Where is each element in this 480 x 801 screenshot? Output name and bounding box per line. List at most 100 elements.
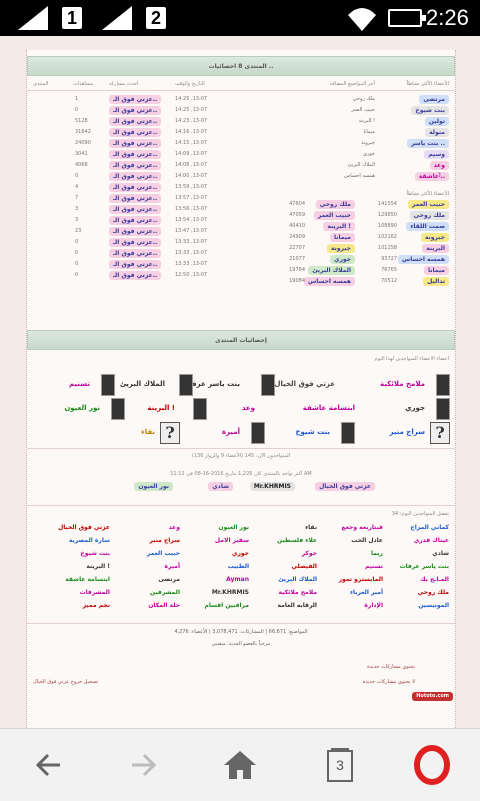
list-item[interactable]: بنت شيوخ xyxy=(411,106,449,115)
online-user[interactable]: شادي xyxy=(208,482,233,491)
today-user[interactable]: فيتاربعه وجعع xyxy=(341,524,383,531)
reply-user[interactable]: عزتي فوق الـ.. xyxy=(109,216,162,225)
avatar[interactable]: ? xyxy=(430,422,450,444)
avatar[interactable] xyxy=(111,398,125,420)
reply-user[interactable]: عزتي فوق الـ.. xyxy=(109,106,162,115)
today-user[interactable]: مرتضى xyxy=(158,576,180,583)
list-item[interactable]: وعد xyxy=(429,161,449,170)
today-user[interactable]: المـاـج بك xyxy=(420,576,449,583)
topic-link[interactable]: البرينة ! xyxy=(358,118,375,124)
forward-arrow-icon[interactable] xyxy=(124,745,164,785)
today-user[interactable]: الفيصلي xyxy=(291,563,317,570)
reply-user[interactable]: عزتي فوق الـ.. xyxy=(109,117,162,126)
list-item[interactable]: ميمانا xyxy=(424,266,449,275)
reply-user[interactable]: عزتي فوق الـ.. xyxy=(109,128,162,137)
today-user[interactable]: الموتيسين xyxy=(418,602,449,609)
member-link[interactable]: بنت شيوخ xyxy=(295,428,330,436)
today-user[interactable]: مراقبين اقسام xyxy=(204,602,249,609)
today-user[interactable]: الإدارة xyxy=(364,602,383,609)
avatar[interactable] xyxy=(193,398,207,420)
today-user[interactable]: الملاك البريئ xyxy=(278,576,317,583)
reply-user[interactable]: عزتي فوق الـ.. xyxy=(109,161,162,170)
avatar[interactable] xyxy=(101,374,115,396)
today-user[interactable]: ريما xyxy=(371,550,383,557)
list-item[interactable]: الملاك البريئ xyxy=(308,266,355,275)
today-user[interactable]: سفير الامل xyxy=(214,537,249,544)
reply-user[interactable]: عزتي فوق الـ.. xyxy=(109,172,162,181)
today-user[interactable]: المشرفين xyxy=(150,589,180,596)
reply-user[interactable]: عزتي فوق الـ.. xyxy=(109,205,162,214)
today-user[interactable]: نقاء xyxy=(305,524,317,531)
today-user[interactable]: شادي xyxy=(432,550,449,557)
today-user[interactable]: بنت شيوخ xyxy=(80,550,110,557)
list-item[interactable]: حبيب العمر xyxy=(407,200,449,209)
list-item[interactable]: ميمانا xyxy=(330,233,355,242)
list-item[interactable]: جيرونة xyxy=(326,244,355,253)
today-user[interactable]: وعد xyxy=(168,524,180,531)
member-link[interactable]: بنت ياسر عرفات xyxy=(182,380,240,388)
today-user[interactable]: أمير الغرباء xyxy=(349,589,383,596)
avatar[interactable] xyxy=(261,374,275,396)
list-item[interactable]: منولة xyxy=(425,128,449,137)
member-link[interactable]: أميرة xyxy=(221,428,240,436)
member-link[interactable]: البرينة ! xyxy=(147,404,175,412)
list-item[interactable]: تولين xyxy=(424,117,449,126)
tabs-button[interactable]: 3 xyxy=(320,745,360,785)
reply-user[interactable]: عزتي فوق الـ.. xyxy=(109,238,162,247)
today-user[interactable]: ملامح ملائكية xyxy=(278,589,318,596)
today-user[interactable]: بنت ياسر عرفات xyxy=(399,563,449,570)
web-page[interactable]: المنتدى 8 احصائيات .. الأعضاء الأكثر نشا… xyxy=(0,36,480,728)
reply-user[interactable]: عزتي فوق الـ.. xyxy=(109,183,162,192)
back-arrow-icon[interactable] xyxy=(28,745,68,785)
today-user[interactable]: عزتي فوق الخيال xyxy=(58,524,110,531)
reply-user[interactable]: عزتي فوق الـ.. xyxy=(109,150,162,159)
today-user[interactable]: سارة المصرية xyxy=(68,537,110,544)
reply-user[interactable]: عزتي فوق الـ.. xyxy=(109,227,162,236)
reply-user[interactable]: عزتي فوق الـ.. xyxy=(109,95,162,104)
member-link[interactable]: وعد xyxy=(241,404,255,412)
list-item[interactable]: جيرونة xyxy=(420,233,449,242)
today-user[interactable]: جوكر xyxy=(301,550,317,557)
member-link[interactable]: جوري xyxy=(405,404,425,412)
online-user[interactable]: نور العيون xyxy=(134,482,173,491)
avatar[interactable] xyxy=(436,398,450,420)
opera-icon[interactable] xyxy=(412,745,452,785)
today-user[interactable]: سراج منير xyxy=(149,537,180,544)
today-user[interactable]: نور العيون xyxy=(218,524,249,531)
topic-link[interactable]: همسه احساس xyxy=(344,173,375,179)
list-item[interactable]: ملك روحي xyxy=(409,211,449,220)
avatar[interactable]: ? xyxy=(160,422,180,444)
list-item[interactable]: البرينة ! xyxy=(323,222,355,231)
member-link[interactable]: نور العيون xyxy=(64,404,100,412)
today-user[interactable]: جوري xyxy=(231,550,249,557)
reply-user[interactable]: عزتي فوق الـ.. xyxy=(109,194,162,203)
home-icon[interactable] xyxy=(220,745,260,785)
list-item[interactable]: وسيم xyxy=(424,150,449,159)
online-user[interactable]: Mr.KHRMIS xyxy=(249,482,295,491)
member-link[interactable]: ملامح ملائكية xyxy=(380,380,425,388)
list-item[interactable]: صمت اللقاء xyxy=(406,222,449,231)
member-link[interactable]: عزتي فوق الخيال xyxy=(274,380,335,388)
list-item[interactable]: البرينة xyxy=(422,244,449,253)
footer-badge[interactable]: Hototo.com xyxy=(412,692,453,701)
topic-link[interactable]: جيرونة xyxy=(361,140,375,146)
list-item[interactable]: حبيب العمر xyxy=(313,211,355,220)
avatar[interactable] xyxy=(179,374,193,396)
member-link[interactable]: تسنيم xyxy=(69,380,90,388)
today-user[interactable]: كماني المزاج xyxy=(410,524,449,531)
avatar[interactable] xyxy=(251,422,265,444)
reply-user[interactable]: عزتي فوق الـ.. xyxy=(109,260,162,269)
topic-link[interactable]: حبيب العمر xyxy=(351,107,375,113)
today-user[interactable]: تسنيم xyxy=(365,563,383,570)
topic-link[interactable]: الملاك البريئ xyxy=(347,162,375,168)
member-link[interactable]: سراج منير xyxy=(389,428,425,436)
today-user[interactable]: حلة المكان xyxy=(148,602,180,609)
today-user[interactable]: أميرة xyxy=(164,563,181,570)
today-user[interactable]: المشرفات xyxy=(79,589,110,596)
avatar[interactable] xyxy=(436,374,450,396)
today-user[interactable]: حبيب العمر xyxy=(146,550,180,557)
today-user[interactable]: ملك روحي xyxy=(417,589,449,596)
today-user[interactable]: علاء فلسطين xyxy=(277,537,317,544)
reply-user[interactable]: عزتي فوق الـ.. xyxy=(109,139,162,148)
logout-link[interactable]: تسجيل خروج عزتي فوق الخيال xyxy=(33,679,99,685)
